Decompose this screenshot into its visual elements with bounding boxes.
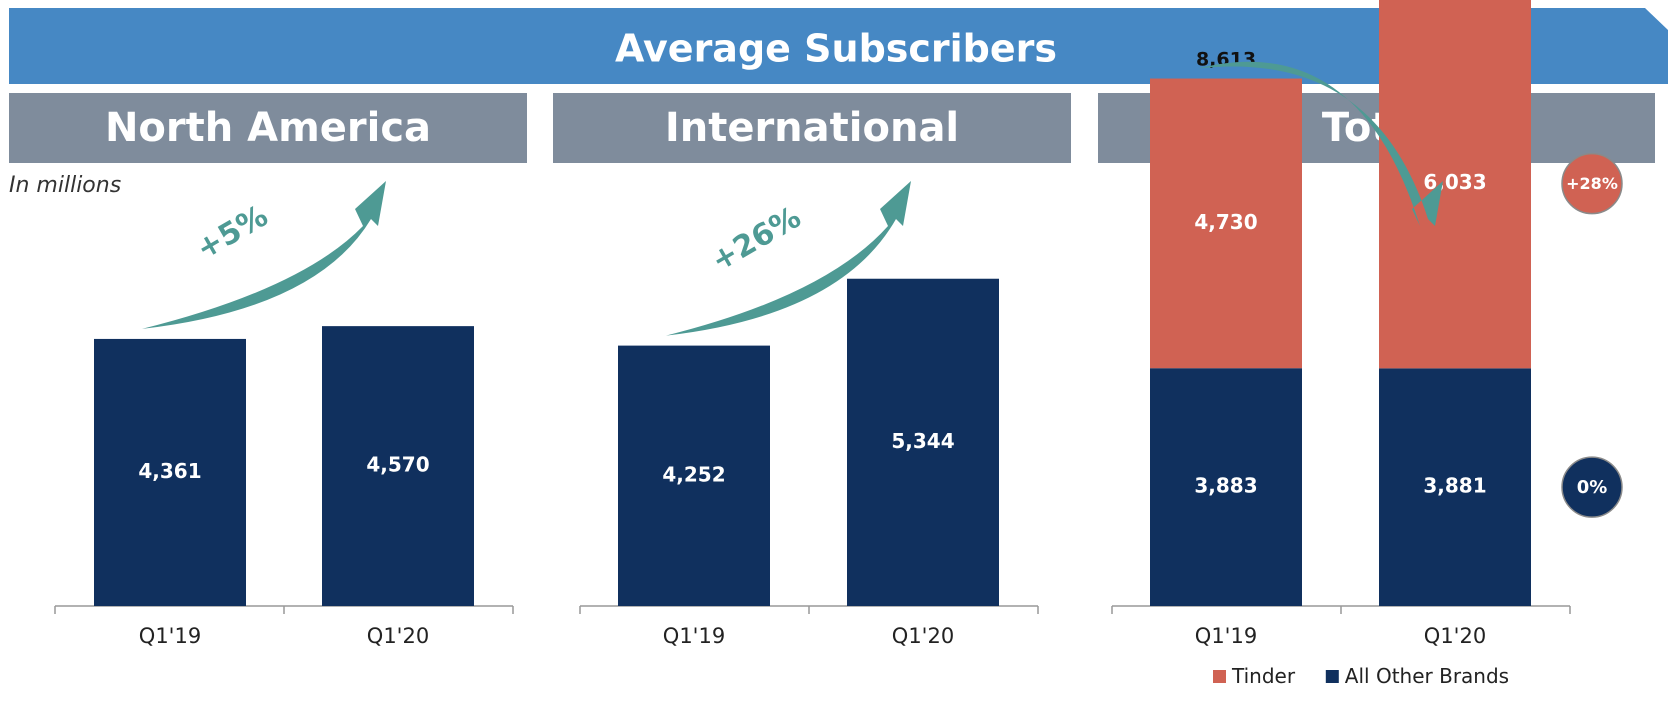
bar xyxy=(847,278,999,606)
legend-label: Tinder xyxy=(1231,664,1296,688)
bar-value-label: 5,344 xyxy=(891,429,954,453)
growth-badge-label: +28% xyxy=(1566,174,1618,193)
bar-value-label: 3,881 xyxy=(1423,474,1486,498)
bar-segment xyxy=(1379,368,1531,606)
bar-value-label: 4,252 xyxy=(662,462,725,486)
growth-arrow: +5% xyxy=(142,181,386,329)
x-tick-label: Q1'19 xyxy=(663,624,725,648)
bar-value-label: 3,883 xyxy=(1194,474,1257,498)
bar-value-label: 4,730 xyxy=(1194,210,1257,234)
x-tick-label: Q1'20 xyxy=(367,624,429,648)
bar-segment xyxy=(1150,78,1302,369)
panel-title: North America xyxy=(105,105,431,151)
growth-arrow-shape xyxy=(142,181,386,329)
growth-badge xyxy=(1561,152,1623,215)
bar xyxy=(94,338,246,606)
panel-header xyxy=(553,93,1071,163)
growth-badge-label: 0% xyxy=(1577,477,1608,498)
panel-2: International Q1'19 Q1'20 4,252 5,344 +26% xyxy=(553,93,1071,648)
panel-3: TotalQ1'19Q1'203,8834,7308,6133,8816,033… xyxy=(1098,0,1655,688)
legend-swatch xyxy=(1213,670,1226,683)
panel-1: North America Q1'19 Q1'20 4,361 4,570 +5% xyxy=(9,93,527,648)
legend-swatch xyxy=(1325,670,1339,683)
x-tick-label: Q1'19 xyxy=(1195,624,1257,648)
legend-label: All Other Brands xyxy=(1345,664,1509,688)
growth-label: +5% xyxy=(191,199,274,267)
bar-value-label: 4,570 xyxy=(366,453,429,477)
bar xyxy=(618,345,770,606)
bar-segment xyxy=(1150,368,1302,606)
bar-value-label: 4,361 xyxy=(138,459,201,483)
x-tick-label: Q1'20 xyxy=(1424,624,1486,648)
x-tick-label: Q1'19 xyxy=(139,624,201,648)
growth-badge xyxy=(1561,456,1623,518)
growth-arrow-shape xyxy=(666,181,911,336)
bar xyxy=(322,326,474,606)
growth-label: +26% xyxy=(706,200,807,279)
bar-segment xyxy=(1379,0,1531,369)
panel-header xyxy=(9,93,527,163)
x-tick-label: Q1'20 xyxy=(892,624,954,648)
panel-title: International xyxy=(665,105,959,151)
main-title: Average Subscribers xyxy=(615,27,1057,71)
unit-note: In millions xyxy=(9,173,121,198)
